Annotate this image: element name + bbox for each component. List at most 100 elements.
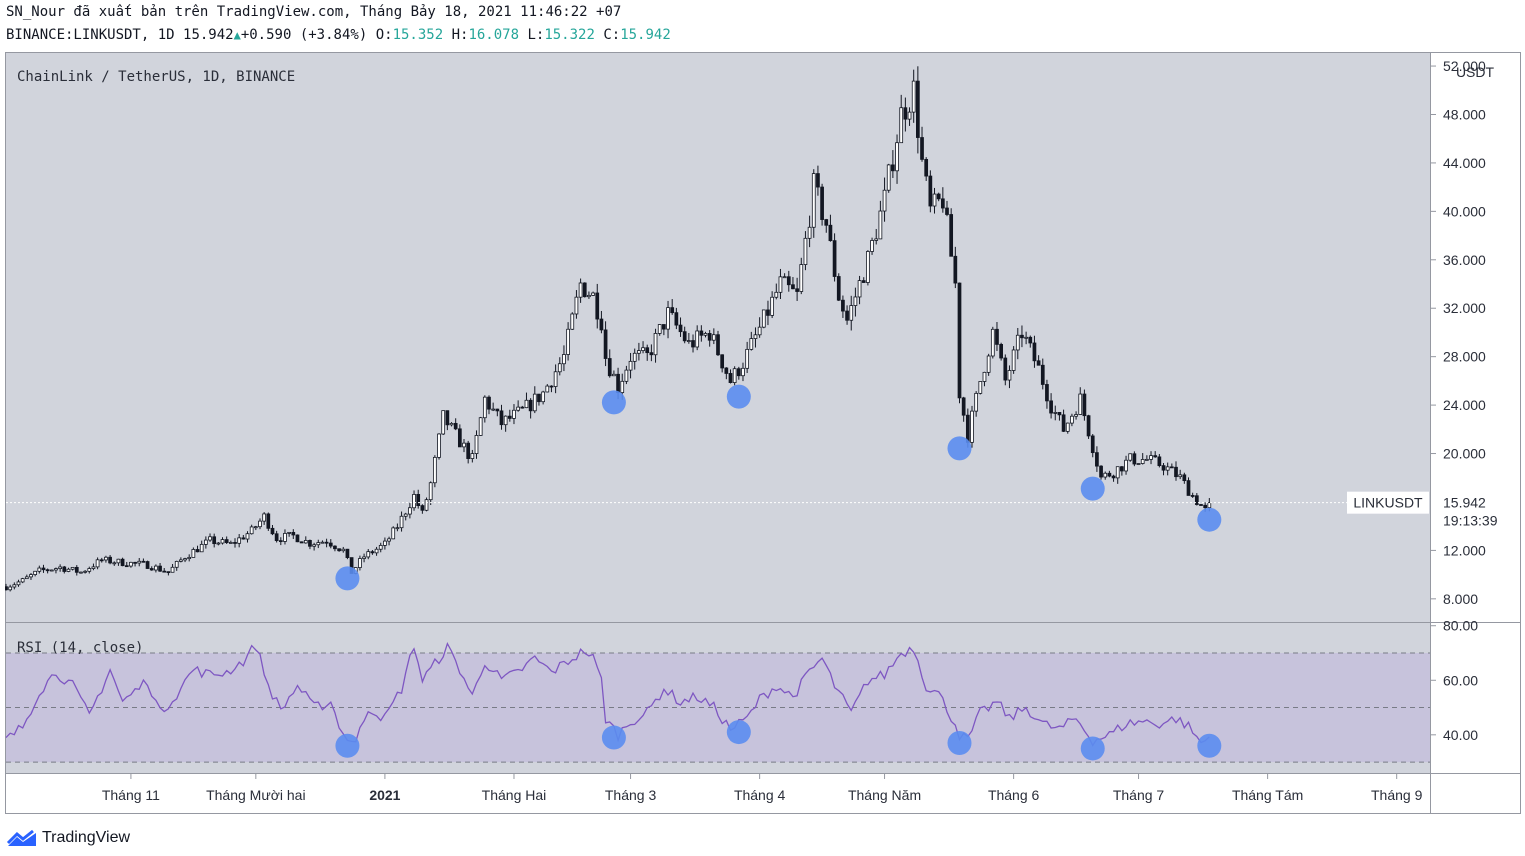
chart-canvas[interactable]: 8.00012.00016.00020.00024.00028.00032.00… — [5, 52, 1521, 814]
candle-body — [682, 331, 687, 342]
badge-symbol-bg — [1347, 491, 1429, 514]
candle-body — [49, 569, 54, 572]
candle-body — [16, 581, 21, 586]
candle-body — [1053, 412, 1058, 414]
candle-body — [874, 238, 879, 241]
candle-body — [87, 568, 92, 572]
chart-frame[interactable]: 8.00012.00016.00020.00024.00028.00032.00… — [5, 52, 1521, 814]
currency-label: USDT — [1456, 64, 1495, 80]
candle-body — [736, 368, 741, 377]
candle-body — [911, 80, 916, 113]
candle-body — [1182, 474, 1187, 482]
candle-body — [453, 422, 458, 430]
symbol-ohlc-line: BINANCE:LINKUSDT, 1D 15.942▲+0.590 (+3.8… — [6, 26, 671, 44]
time-axis[interactable]: Tháng 11 Tháng Mười hai 2021 Tháng Hai Tháng… — [102, 773, 1423, 803]
candle-body — [416, 494, 421, 507]
close-value: 15.942 — [620, 27, 671, 43]
candle-body — [928, 175, 933, 207]
candle-body — [553, 371, 558, 387]
candle-body — [711, 334, 716, 341]
candle-body — [308, 540, 312, 547]
rsi-axis[interactable]: 40.00 60.00 80.00 — [6, 618, 1478, 763]
rsi-low-marker — [947, 731, 972, 755]
candle-body — [882, 189, 887, 212]
candle-body — [383, 540, 387, 546]
price-tick-label: 36.000 — [1443, 252, 1486, 268]
candle-body — [587, 294, 591, 298]
candle-body — [657, 324, 662, 334]
swing-low-marker — [1080, 476, 1105, 501]
candle-body — [1007, 370, 1012, 381]
candle-body — [678, 324, 683, 333]
candle-body — [99, 559, 104, 562]
candle-body — [562, 354, 566, 365]
candle-body — [782, 276, 787, 279]
symbol-label[interactable]: BINANCE:LINKUSDT, 1D — [6, 27, 175, 43]
candle-body — [816, 173, 820, 188]
candle-body — [607, 358, 612, 377]
candle-body — [70, 566, 75, 570]
candle-body — [770, 296, 774, 316]
candle-body — [395, 527, 400, 530]
candle-body — [274, 533, 279, 542]
candle-body — [449, 422, 454, 426]
candle-body — [1186, 480, 1191, 496]
candle-body — [291, 531, 296, 536]
candle-body — [870, 240, 874, 252]
time-tick-label: Tháng 4 — [734, 787, 786, 803]
price-change: +0.590 (+3.84%) — [240, 27, 368, 43]
candle-body — [1082, 393, 1087, 417]
pane-title: ChainLink / TetherUS, 1D, BINANCE — [17, 69, 295, 85]
tradingview-logo[interactable]: TradingView — [6, 826, 130, 850]
candle-body — [557, 363, 562, 373]
candle-body — [58, 566, 62, 569]
candle-body — [949, 214, 954, 257]
price-tick-label: 24.000 — [1443, 397, 1486, 413]
candle-body — [391, 527, 396, 540]
candle-body — [8, 586, 13, 591]
candle-body — [358, 558, 362, 568]
candle-body — [774, 291, 779, 298]
candle-body — [1111, 475, 1116, 479]
candle-body — [761, 309, 766, 328]
candle-body — [945, 207, 949, 215]
candle-body — [328, 542, 333, 547]
candle-body — [154, 565, 158, 571]
low-label: L: — [527, 27, 545, 43]
candle-body — [707, 333, 712, 341]
candle-body — [932, 193, 937, 207]
candle-body — [753, 334, 758, 339]
candle-body — [220, 539, 225, 544]
candle-body — [578, 282, 583, 298]
candles — [5, 66, 1212, 592]
candle-body — [408, 507, 412, 515]
candle-body — [1107, 472, 1112, 477]
candle-body — [728, 373, 733, 383]
candle-body — [179, 559, 183, 562]
candle-body — [124, 565, 129, 568]
candle-body — [1132, 453, 1137, 465]
candle-body — [1015, 334, 1020, 351]
candle-body — [37, 567, 42, 572]
candle-body — [487, 396, 491, 410]
candle-body — [503, 415, 508, 426]
price-tick-label: 20.000 — [1443, 446, 1486, 462]
candle-body — [845, 310, 849, 321]
candle-body — [936, 193, 941, 200]
candle-body — [978, 381, 983, 394]
candle-body — [1149, 455, 1153, 460]
candle-body — [645, 347, 650, 354]
badge-price-bg — [1431, 490, 1519, 531]
candle-body — [1086, 415, 1091, 437]
candle-body — [1074, 414, 1078, 417]
candle-body — [474, 435, 479, 454]
candle-body — [866, 251, 870, 283]
badge-symbol: LINKUSDT — [1353, 495, 1423, 511]
candle-body — [836, 276, 841, 301]
candle-body — [366, 551, 371, 558]
candle-body — [886, 164, 891, 191]
candle-body — [120, 558, 125, 567]
close-label: C: — [603, 27, 621, 43]
candle-body — [699, 330, 704, 336]
candle-body — [632, 352, 637, 362]
